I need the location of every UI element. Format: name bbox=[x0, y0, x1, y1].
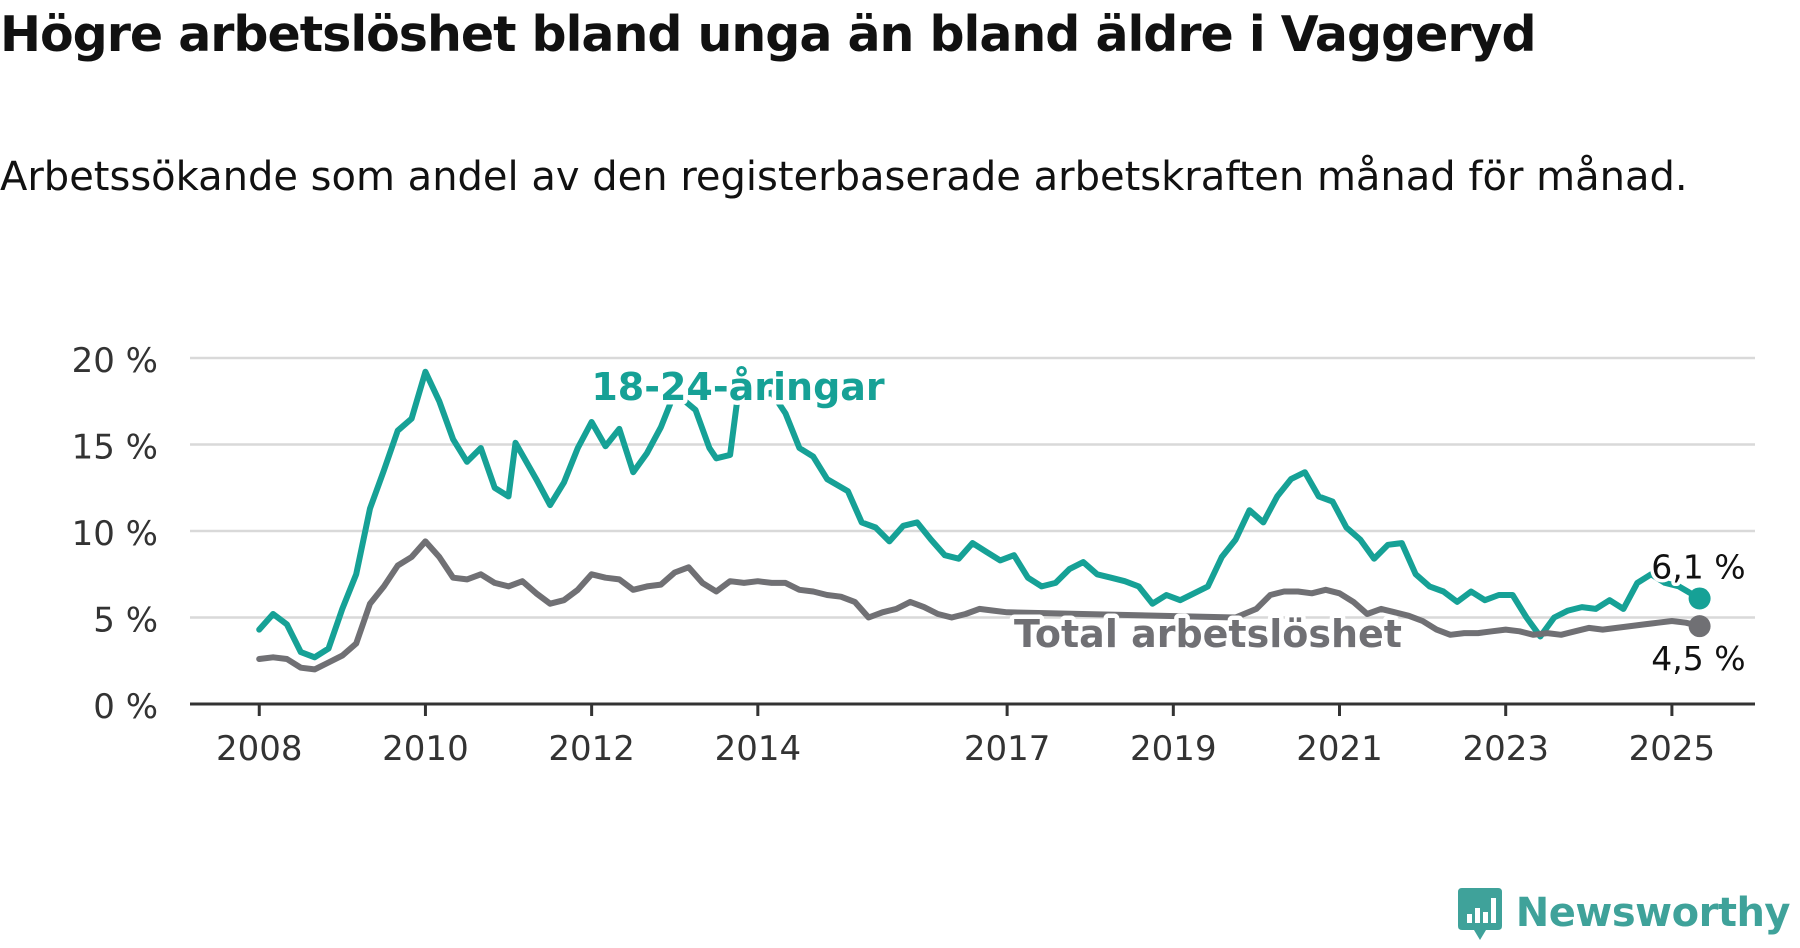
y-tick-label: 5 % bbox=[93, 601, 158, 641]
series-lines bbox=[256, 368, 1711, 673]
x-tick-label: 2017 bbox=[964, 729, 1051, 769]
chart-subtitle: Arbetssökande som andel av den registerb… bbox=[0, 154, 1688, 200]
chart-title: Högre arbetslöshet bland unga än bland ä… bbox=[0, 6, 1537, 63]
x-tick-label: 2019 bbox=[1130, 729, 1217, 769]
axes: 0 % 5 % 10 % 15 % 20 % 2008 2010 2012 2014 2017 20… bbox=[72, 341, 1755, 769]
end-point-total bbox=[1688, 615, 1711, 638]
series-label-18-24: 18-24-åringar bbox=[591, 365, 885, 409]
x-tick-label: 2025 bbox=[1629, 729, 1716, 769]
brand[interactable]: Newsworthy bbox=[1456, 878, 1791, 948]
brand-name: Newsworthy bbox=[1515, 890, 1791, 936]
x-tick-label: 2012 bbox=[548, 729, 635, 769]
newsworthy-logo-icon bbox=[1457, 888, 1502, 940]
y-tick-label: 15 % bbox=[72, 428, 158, 468]
series-label-total: Total arbetslöshet bbox=[1014, 612, 1402, 656]
end-value-label-total: 4,5 % bbox=[1651, 639, 1745, 678]
x-tick-label: 2010 bbox=[382, 729, 469, 769]
gridlines bbox=[190, 356, 1755, 619]
y-tick-label: 10 % bbox=[72, 514, 158, 554]
series-line-total bbox=[256, 538, 1703, 673]
series-line-18-24 bbox=[256, 368, 1703, 661]
y-tick-label: 0 % bbox=[93, 687, 158, 727]
x-tick-label: 2023 bbox=[1462, 729, 1549, 769]
y-tick-label: 20 % bbox=[72, 341, 158, 381]
end-point-18-24 bbox=[1688, 587, 1711, 610]
x-tick-label: 2021 bbox=[1296, 729, 1383, 769]
end-value-label-18-24: 6,1 % bbox=[1651, 547, 1745, 586]
x-tick-label: 2008 bbox=[216, 729, 303, 769]
x-tick-label: 2014 bbox=[715, 729, 802, 769]
series-labels: 18-24-åringar Total arbetslöshet 6,1 % 4,5 … bbox=[587, 361, 1749, 682]
